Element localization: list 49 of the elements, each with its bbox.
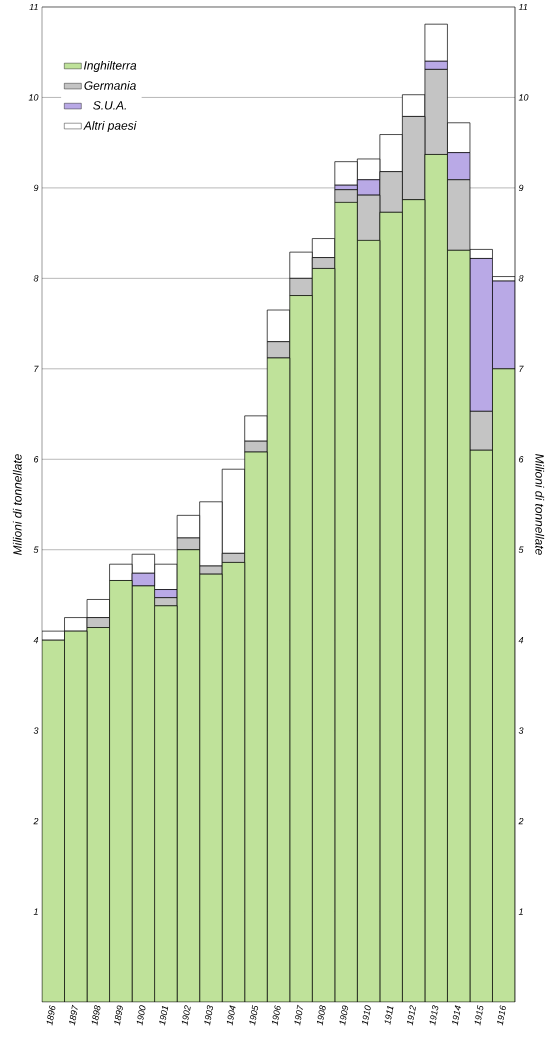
x-tick-label: 1901 xyxy=(159,1006,169,1026)
y2-tick-label: 1 xyxy=(518,908,523,915)
x-tick-label: 1898 xyxy=(91,1005,101,1026)
y-axis-title: Milioni di tonnellate xyxy=(12,454,22,555)
x-tick-label: 1896 xyxy=(46,1005,56,1026)
x-tick-label: 1899 xyxy=(114,1005,123,1026)
x-tick-label: 1915 xyxy=(474,1004,484,1026)
y2-tick-label: 7 xyxy=(519,365,524,372)
x-tick-label: 1909 xyxy=(339,1005,349,1026)
y-tick-label: 2 xyxy=(33,817,39,825)
y2-tick-label: 5 xyxy=(518,546,524,553)
legend-label: Inghilterra xyxy=(83,60,137,73)
y2-tick-label: 10 xyxy=(518,94,529,101)
y2-tick-label: 11 xyxy=(518,3,528,11)
y-tick-label: 7 xyxy=(34,365,39,372)
x-tick-label: 1914 xyxy=(452,1005,461,1026)
y2-tick-label: 3 xyxy=(518,727,524,734)
x-tick-label: 1900 xyxy=(136,1005,146,1026)
x-tick-label: 1911 xyxy=(384,1006,394,1025)
legend-label: Altri paesi xyxy=(83,120,137,133)
y2-tick-label: 8 xyxy=(518,275,524,282)
x-tick-label: 1905 xyxy=(249,1004,259,1026)
y2-axis-title: Milioni di tonnellate xyxy=(535,454,545,555)
y-tick-label: 6 xyxy=(33,456,39,463)
x-tick-label: 1906 xyxy=(271,1005,281,1026)
x-tick-label: 1910 xyxy=(362,1005,371,1026)
y-tick-label: 4 xyxy=(33,637,39,644)
x-tick-label: 1916 xyxy=(497,1005,506,1026)
x-tick-label: 1908 xyxy=(316,1005,326,1026)
x-tick-label: 1897 xyxy=(69,1004,78,1026)
y-tick-label: 11 xyxy=(29,3,38,11)
y-tick-label: 1 xyxy=(33,908,38,915)
y-tick-label: 9 xyxy=(33,184,39,192)
legend-label: Germania xyxy=(84,81,136,90)
y2-tick-label: 4 xyxy=(518,637,524,644)
y2-tick-label: 2 xyxy=(518,817,524,825)
y-tick-label: 3 xyxy=(33,727,39,734)
y-tick-label: 10 xyxy=(28,94,39,101)
legend-label: S.U.A. xyxy=(93,101,126,110)
x-tick-label: 1904 xyxy=(226,1005,236,1026)
x-tick-label: 1912 xyxy=(407,1005,416,1026)
x-tick-label: 1913 xyxy=(429,1005,439,1026)
x-tick-label: 1903 xyxy=(204,1005,214,1026)
y2-tick-label: 9 xyxy=(518,184,524,192)
y-tick-label: 5 xyxy=(33,546,39,553)
y2-tick-label: 6 xyxy=(519,456,524,463)
y-tick-label: 8 xyxy=(33,275,39,282)
x-tick-label: 1907 xyxy=(294,1004,303,1026)
x-tick-label: 1902 xyxy=(181,1005,191,1026)
